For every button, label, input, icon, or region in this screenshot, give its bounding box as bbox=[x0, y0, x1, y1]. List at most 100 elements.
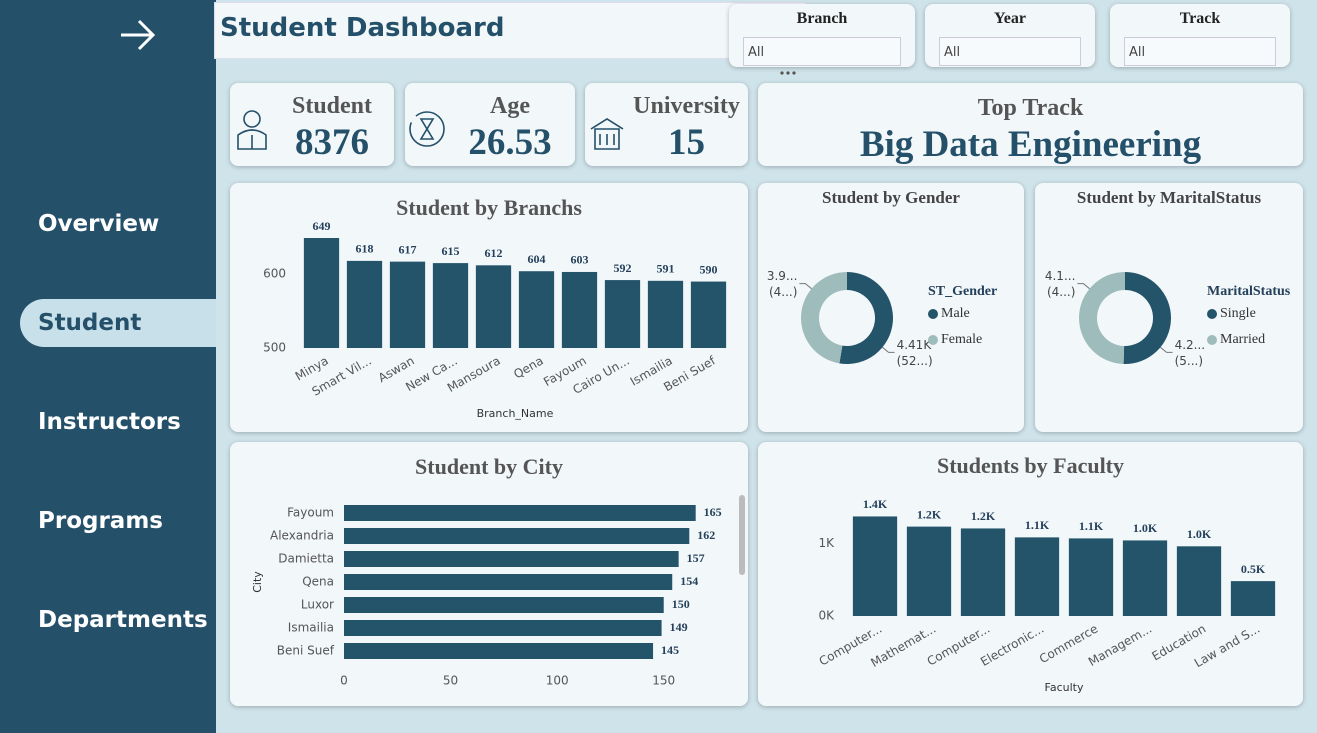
bar bbox=[1014, 537, 1060, 616]
bar bbox=[475, 265, 512, 348]
legend-marker bbox=[1207, 309, 1217, 319]
kpi-card: Student 8376 bbox=[230, 83, 394, 166]
legend-marker bbox=[928, 309, 938, 319]
bar bbox=[344, 597, 664, 613]
bar bbox=[852, 516, 898, 616]
header: Student Dashboard bbox=[214, 2, 806, 59]
leader-line bbox=[799, 283, 812, 290]
data-label: 1.2K bbox=[971, 509, 996, 523]
leader-line bbox=[882, 346, 895, 353]
data-label: 1.2K bbox=[917, 507, 942, 521]
data-label: 612 bbox=[485, 246, 503, 260]
chart: Student by City Fayoum 165 Alexandria 162 Dam… bbox=[251, 454, 745, 688]
y-tick-label: Luxor bbox=[301, 598, 334, 612]
more-options[interactable] bbox=[773, 67, 803, 79]
dot bbox=[786, 71, 790, 75]
arrow-head bbox=[137, 19, 156, 51]
data-label: 1.0K bbox=[1133, 521, 1158, 535]
y-tick-label: Qena bbox=[302, 575, 334, 589]
kpi-card: Top Track Big Data Engineering bbox=[758, 83, 1303, 166]
bar bbox=[690, 281, 727, 348]
kpi-card: Age 26.53 bbox=[405, 83, 575, 166]
nav-item[interactable]: Instructors bbox=[38, 409, 181, 435]
chart-title: Student by MaritalStatus bbox=[1077, 188, 1262, 207]
data-label: 165 bbox=[704, 505, 722, 519]
data-label: 1.0K bbox=[1187, 527, 1212, 541]
data-label: (5...) bbox=[1175, 354, 1203, 368]
nav-item[interactable]: Programs bbox=[38, 508, 163, 534]
dot bbox=[792, 71, 796, 75]
bar bbox=[1176, 546, 1222, 616]
kpi-label: Top Track bbox=[977, 95, 1084, 121]
chart-card: Student by MaritalStatus 4.2... (5...) 4.1.… bbox=[1035, 183, 1303, 432]
data-label: 4.2... bbox=[1175, 338, 1206, 352]
icon-part bbox=[419, 118, 435, 140]
kpi-card: University 15 bbox=[585, 83, 748, 166]
filter-label: Year bbox=[994, 10, 1026, 27]
legend-label: Male bbox=[941, 306, 970, 321]
legend-label: Female bbox=[941, 332, 982, 347]
filter-dropdown[interactable]: All bbox=[743, 37, 901, 66]
back-arrow[interactable] bbox=[110, 15, 170, 55]
sidebar: Overview Student Instructors Programs Depart… bbox=[0, 0, 216, 733]
chart-title: Student by Branchs bbox=[396, 195, 582, 220]
y-tick-label: 1K bbox=[818, 536, 835, 550]
chart: Student by Gender 4.41K (52...) 3.9... (4...… bbox=[767, 188, 997, 368]
filter-dropdown[interactable]: All bbox=[939, 37, 1081, 66]
bar bbox=[344, 620, 662, 636]
chart-title: Students by Faculty bbox=[937, 453, 1124, 478]
bar bbox=[344, 505, 696, 521]
data-label: 615 bbox=[442, 244, 460, 258]
data-label: 1.1K bbox=[1079, 519, 1104, 533]
data-label: 150 bbox=[672, 597, 690, 611]
filter-value: All bbox=[1129, 45, 1146, 60]
x-tick-label: 50 bbox=[443, 674, 458, 688]
x-axis-label: Faculty bbox=[1045, 681, 1084, 694]
chart-card: Student by City Fayoum 165 Alexandria 162 Dam… bbox=[230, 442, 748, 706]
dot bbox=[780, 71, 784, 75]
donut-slice bbox=[1123, 272, 1171, 364]
data-label: (52...) bbox=[897, 354, 933, 368]
data-label: 1.1K bbox=[1025, 518, 1050, 532]
chart-card: Student by Gender 4.41K (52...) 3.9... (4...… bbox=[758, 183, 1024, 432]
scrollbar[interactable] bbox=[739, 495, 745, 575]
nav-item[interactable]: Overview bbox=[38, 211, 160, 237]
filter-card: Branch All bbox=[729, 4, 915, 67]
filter-label: Track bbox=[1179, 10, 1221, 27]
bar bbox=[303, 238, 340, 348]
y-axis-label: City bbox=[251, 571, 264, 593]
nav-item[interactable]: Student bbox=[20, 299, 216, 347]
nav-item[interactable]: Departments bbox=[38, 607, 208, 633]
data-label: (4...) bbox=[769, 285, 797, 299]
kpi-label: University bbox=[633, 93, 740, 119]
bar bbox=[344, 551, 679, 567]
data-label: 604 bbox=[528, 252, 546, 266]
kpi-label: Age bbox=[490, 93, 530, 119]
data-label: 157 bbox=[687, 551, 705, 565]
y-tick-label: Damietta bbox=[278, 552, 334, 566]
filter-card: Year All bbox=[925, 4, 1095, 67]
bar bbox=[432, 263, 469, 348]
donut-slice bbox=[801, 272, 847, 364]
data-label: 603 bbox=[571, 253, 589, 267]
data-label: 591 bbox=[657, 262, 675, 276]
chart: Students by Faculty0K1K1.4KComputer...1.… bbox=[817, 453, 1276, 694]
bar bbox=[647, 280, 684, 348]
page-title: Student Dashboard bbox=[220, 13, 505, 43]
university-icon bbox=[590, 118, 624, 150]
data-label: 4.1... bbox=[1045, 269, 1076, 283]
filter-dropdown[interactable]: All bbox=[1124, 37, 1276, 66]
leader-line bbox=[1160, 346, 1173, 353]
y-tick-label: Alexandria bbox=[270, 529, 334, 543]
data-label: 592 bbox=[614, 261, 632, 275]
donut-slice bbox=[1079, 272, 1125, 364]
donut-slice bbox=[839, 272, 893, 364]
bar bbox=[389, 261, 426, 348]
filter-value: All bbox=[748, 45, 765, 60]
chart-title: Student by City bbox=[415, 454, 563, 479]
kpi-value: 15 bbox=[668, 122, 705, 163]
bar bbox=[561, 271, 598, 348]
kpi-value: 8376 bbox=[295, 122, 369, 163]
kpi-label: Student bbox=[291, 93, 373, 119]
